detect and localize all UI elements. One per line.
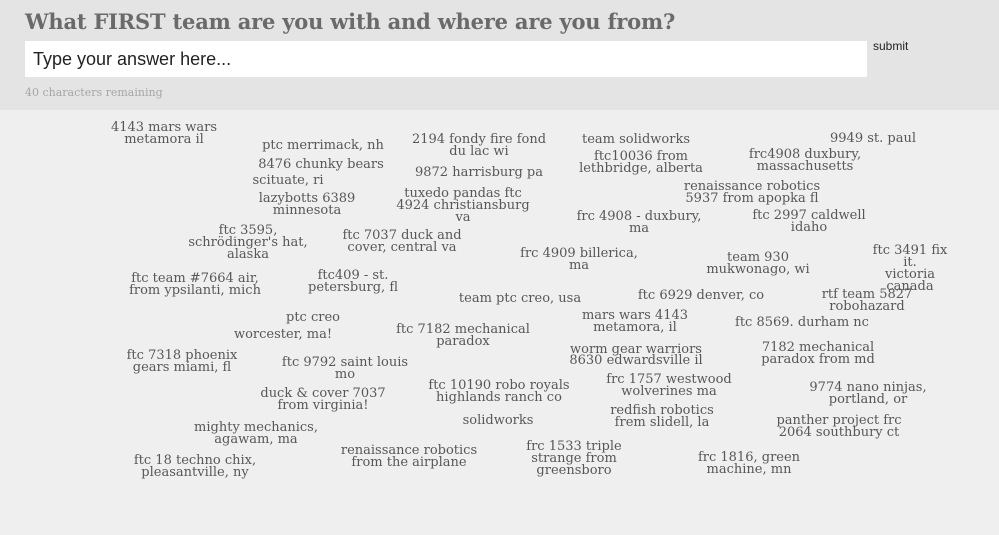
answer-item: worcester, ma!: [233, 327, 333, 342]
answer-item: lazybotts 6389 minnesota: [258, 191, 356, 218]
answer-item: ftc409 - st. petersburg, fl: [308, 268, 398, 295]
answer-item: ftc 3491 fix it. victoria canada: [872, 243, 948, 294]
answer-item: ftc 9792 saint louis mo: [281, 355, 409, 382]
answer-item: 9949 st. paul: [830, 131, 916, 146]
answer-item: scituate, ri: [252, 173, 324, 188]
answer-item: worm gear warriors: [570, 342, 702, 357]
question-title: What FIRST team are you with and where a…: [25, 9, 676, 34]
answer-item: frc 1533 triple strange from greensboro: [526, 439, 622, 478]
answer-item: ftc 2997 caldwell idaho: [752, 208, 866, 235]
answer-item: ftc10036 from lethbridge, alberta: [579, 149, 703, 176]
answer-cloud: 4143 mars wars metamora il ptc merrimack…: [0, 110, 999, 535]
answer-item: 5937 from apopka fl: [685, 191, 819, 206]
submit-button[interactable]: submit: [873, 39, 909, 53]
answer-item: frc4908 duxbury, massachusetts: [748, 147, 862, 174]
answer-item: ftc 18 techno chix, pleasantville, ny: [133, 453, 257, 480]
answer-item: ptc creo: [286, 310, 340, 325]
answer-item: tuxedo pandas ftc 4924 christiansburg va: [396, 186, 530, 225]
answer-item: frc 4908 - duxbury, ma: [576, 209, 702, 236]
answer-item: renaissance robotics: [683, 179, 821, 194]
characters-remaining: 40 characters remaining: [25, 86, 163, 99]
answer-item: ptc merrimack, nh: [262, 138, 384, 153]
answer-item: 8476 chunky bears: [258, 157, 384, 172]
answer-item: team solidworks: [582, 132, 690, 147]
answer-item: ftc 7318 phoenix gears miami, fl: [126, 348, 238, 375]
answer-item: solidworks: [462, 413, 534, 428]
answer-item: panther project frc 2064 southbury ct: [776, 413, 902, 440]
answer-item: 7182 mechanical paradox from md: [761, 340, 875, 367]
answer-item: team ptc creo, usa: [458, 291, 582, 306]
question-header: What FIRST team are you with and where a…: [0, 0, 999, 110]
answer-item: 9774 nano ninjas, portland, or: [809, 380, 927, 407]
answer-item: redfish robotics frem slidell, la: [610, 403, 714, 430]
answer-item: 4143 mars wars metamora il: [110, 120, 218, 147]
answer-item: ftc 8569. durham nc: [735, 315, 869, 330]
answer-item: ftc 7182 mechanical paradox: [396, 322, 530, 349]
answer-item: ftc 10190 robo royals highlands ranch co: [428, 378, 570, 405]
answer-item: 9872 harrisburg pa: [414, 165, 544, 180]
answer-item: ftc 7037 duck and cover, central va: [342, 228, 462, 255]
answer-item: renaissance robotics from the airplane: [340, 443, 478, 470]
answer-item: frc 1816, green machine, mn: [697, 450, 801, 477]
answer-item: mars wars 4143 metamora, il: [581, 308, 689, 335]
answer-item: ftc 6929 denver, co: [637, 288, 765, 303]
answer-item: 8630 edwardsville il: [569, 353, 703, 368]
answer-item: rtf team 5827 robohazard: [821, 287, 913, 314]
answer-item: ftc team #7664 air, from ypsilanti, mich: [129, 271, 261, 298]
answer-item: 2194 fondy fire fond du lac wi: [411, 132, 547, 159]
answer-item: frc 4909 billerica, ma: [520, 246, 638, 273]
answer-item: mighty mechanics, agawam, ma: [194, 420, 318, 447]
answer-item: duck & cover 7037 from virginia!: [260, 386, 386, 413]
answer-item: ftc 3595, schrödinger's hat, alaska: [188, 223, 308, 262]
answer-item: team 930 mukwonago, wi: [706, 250, 810, 277]
answer-input[interactable]: [25, 41, 867, 77]
answer-item: frc 1757 westwood wolverines ma: [606, 372, 732, 399]
